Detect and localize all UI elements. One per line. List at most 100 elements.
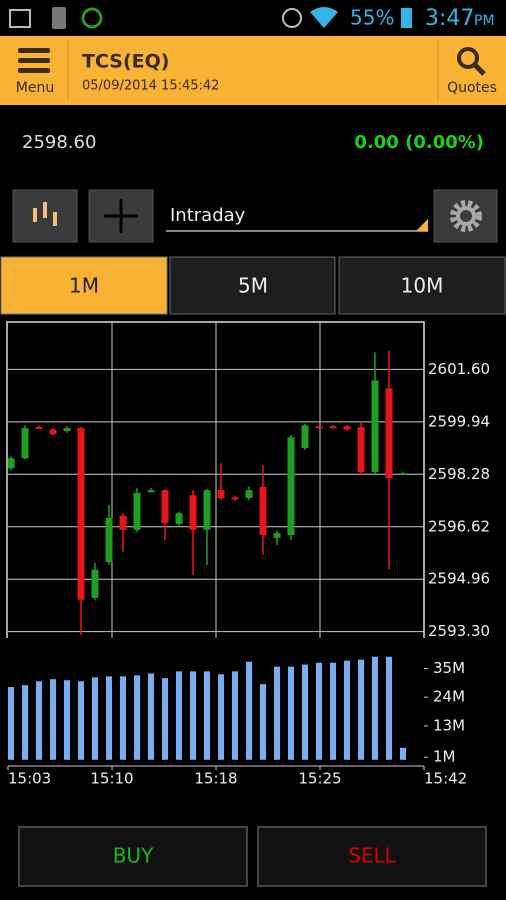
clock-ampm: PM <box>474 13 495 29</box>
candle-body <box>287 437 295 535</box>
menu-bar <box>18 48 50 53</box>
y-tick-label: 2593.30 <box>428 622 490 640</box>
volume-bar <box>330 662 336 760</box>
phone-icon <box>52 7 66 29</box>
menu-bar <box>18 58 50 63</box>
clock: 3:47 <box>425 6 474 31</box>
volume-bar <box>302 664 308 760</box>
volume-bar <box>260 684 266 760</box>
volume-bar <box>92 677 98 760</box>
volume-bar <box>50 679 56 760</box>
alarm-icon <box>282 8 302 28</box>
candle-body <box>315 426 323 429</box>
datetime: 05/09/2014 15:45:42 <box>82 79 219 94</box>
gear <box>456 206 476 226</box>
y-tick-label: 1M <box>433 748 456 766</box>
candle-body <box>35 426 43 429</box>
volume-bar <box>288 666 294 760</box>
interval-dropdown[interactable]: Intraday <box>166 205 428 232</box>
gallery-icon <box>9 9 31 28</box>
dropdown-arrow <box>416 219 428 231</box>
volume-bar <box>176 671 182 760</box>
buy-label: BUY <box>113 844 154 868</box>
volume-bar <box>358 659 364 760</box>
volume-bar <box>344 660 350 760</box>
volume-bar <box>204 671 210 760</box>
tab[interactable]: 1M <box>0 256 168 315</box>
y-tick-label: 2594.96 <box>428 570 490 588</box>
dropdown-label: Intraday <box>170 205 246 226</box>
x-tick-label: 15:03 <box>8 770 51 788</box>
volume-bar <box>316 662 322 760</box>
header <box>0 36 506 105</box>
symbol: TCS(EQ) <box>82 51 169 73</box>
candle-button[interactable] <box>12 189 78 243</box>
candle-body <box>189 495 197 530</box>
sync-icon <box>81 7 103 29</box>
volume-bar <box>134 675 140 760</box>
tab[interactable]: 10M <box>338 256 506 315</box>
price: 2598.60 <box>22 132 96 153</box>
crosshair-button[interactable] <box>88 189 154 243</box>
sell-label: SELL <box>348 844 396 868</box>
icon <box>33 208 37 222</box>
buy-button[interactable]: BUY <box>18 826 248 887</box>
volume-bar <box>400 747 406 760</box>
tab-label: 1M <box>69 274 99 298</box>
candle-body <box>385 388 393 479</box>
candle-body <box>259 486 267 535</box>
menu-button[interactable]: Menu <box>16 48 54 96</box>
candle-body <box>203 490 211 530</box>
candle-body <box>371 380 379 473</box>
candle-body <box>119 516 127 530</box>
volume-bar <box>218 674 224 760</box>
x-tick-label: 15:25 <box>298 770 341 788</box>
settings-button[interactable] <box>433 189 498 243</box>
battery-icon <box>401 8 412 28</box>
candle-body <box>231 497 239 500</box>
volume-bar <box>190 671 196 760</box>
candle-body <box>329 426 337 429</box>
candle-body <box>21 428 29 459</box>
candle-body <box>63 428 71 432</box>
candle-body <box>399 473 407 476</box>
candle-body <box>217 490 225 499</box>
volume-bar <box>36 681 42 760</box>
candle-body <box>105 517 113 562</box>
x-tick-label: 15:42 <box>424 770 467 788</box>
candle-body <box>7 458 15 469</box>
volume-bar <box>8 687 14 760</box>
wifi-icon <box>310 7 338 28</box>
tab-bg <box>0 256 168 315</box>
candle-body <box>175 513 183 524</box>
candle-body <box>147 490 155 493</box>
volume-bar <box>106 676 112 760</box>
y-tick-label: 35M <box>433 659 465 677</box>
y-tick-label: 2598.28 <box>428 465 490 483</box>
tab-bg <box>169 256 336 315</box>
icon <box>53 212 57 226</box>
button-bg <box>12 189 78 243</box>
volume-bar <box>148 673 154 760</box>
y-tick-label: 13M <box>433 716 465 734</box>
x-tick-label: 15:18 <box>194 770 237 788</box>
volume-bar <box>162 678 168 760</box>
button-bg <box>18 826 248 887</box>
quotes-button[interactable]: Quotes <box>447 47 497 96</box>
sell-button[interactable]: SELL <box>257 826 487 887</box>
tab-label: 10M <box>401 274 444 298</box>
volume-bar <box>246 661 252 760</box>
button-bg <box>257 826 487 887</box>
x-tick-label: 15:10 <box>90 770 133 788</box>
tab[interactable]: 5M <box>169 256 336 315</box>
candle-body <box>91 569 99 598</box>
change: 0.00 (0.00%) <box>354 132 484 153</box>
volume-bar <box>120 676 126 760</box>
y-tick-label: 2596.62 <box>428 517 490 535</box>
y-tick-label: 24M <box>433 688 465 706</box>
candle-body <box>245 490 253 499</box>
search-icon <box>457 47 479 69</box>
volume-bar <box>64 680 70 760</box>
